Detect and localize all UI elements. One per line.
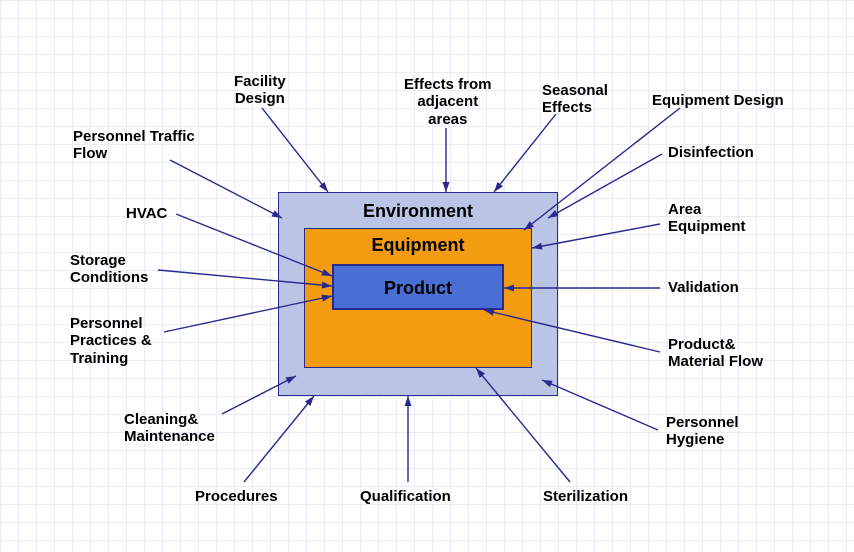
label-effects-adjacent: Effects from adjacent areas bbox=[404, 76, 492, 128]
environment-label: Environment bbox=[279, 201, 557, 222]
label-personnel-hygiene: Personnel Hygiene bbox=[666, 414, 739, 449]
label-disinfection: Disinfection bbox=[668, 144, 754, 161]
equipment-label: Equipment bbox=[305, 235, 531, 256]
label-product-material-flow: Product& Material Flow bbox=[668, 336, 763, 371]
label-facility-design: Facility Design bbox=[234, 73, 286, 108]
product-label: Product bbox=[334, 278, 502, 299]
label-cleaning-maintenance: Cleaning& Maintenance bbox=[124, 411, 215, 446]
product-box: Product bbox=[332, 264, 504, 310]
label-personnel-traffic: Personnel Traffic Flow bbox=[73, 128, 195, 163]
label-area-equipment: Area Equipment bbox=[668, 201, 746, 236]
label-qualification: Qualification bbox=[360, 488, 451, 505]
label-storage-conditions: Storage Conditions bbox=[70, 252, 148, 287]
label-seasonal-effects: Seasonal Effects bbox=[542, 82, 608, 117]
label-hvac: HVAC bbox=[126, 205, 167, 222]
label-equipment-design: Equipment Design bbox=[652, 92, 784, 109]
label-validation: Validation bbox=[668, 279, 739, 296]
label-personnel-practices: Personnel Practices & Training bbox=[70, 315, 152, 367]
label-sterilization: Sterilization bbox=[543, 488, 628, 505]
label-procedures: Procedures bbox=[195, 488, 278, 505]
